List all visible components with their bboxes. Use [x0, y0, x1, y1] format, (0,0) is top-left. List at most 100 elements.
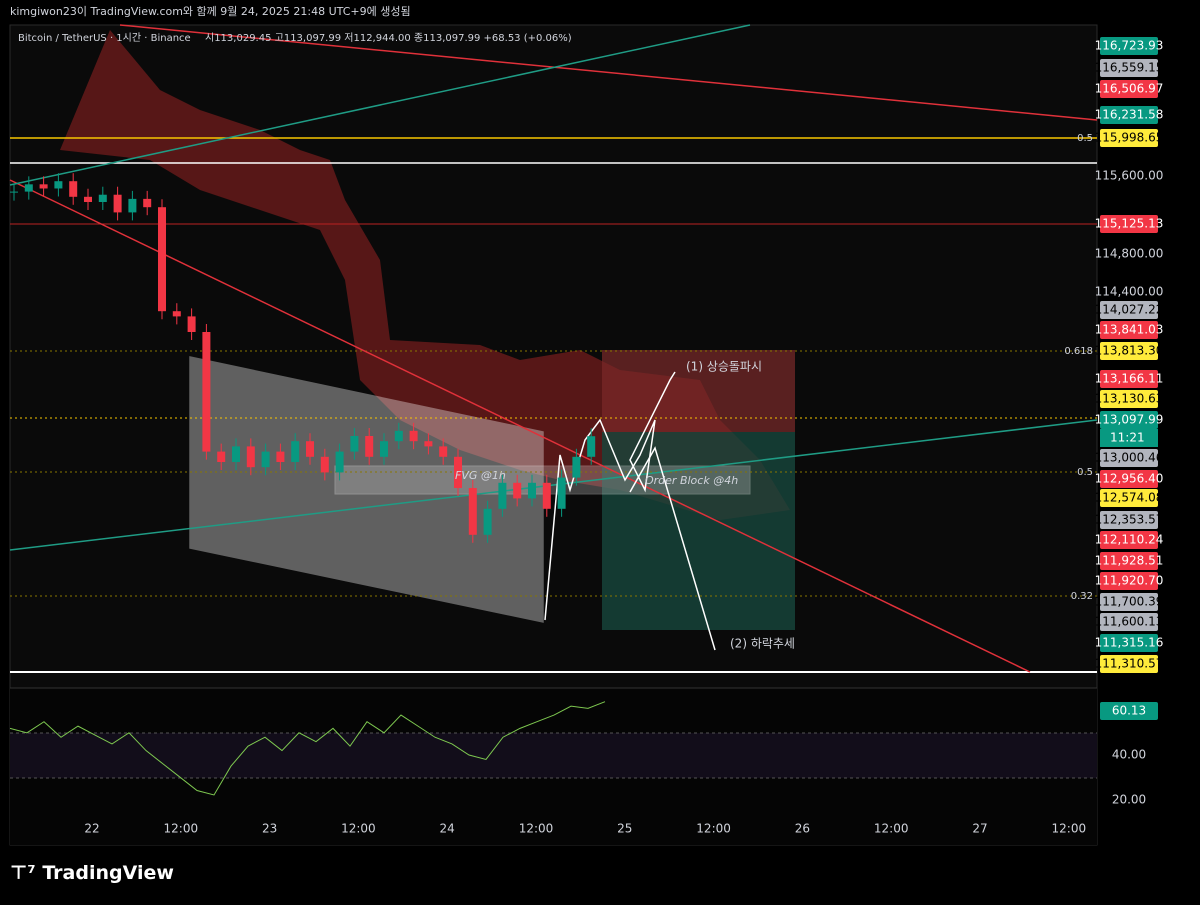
candle	[276, 451, 285, 462]
candle	[84, 196, 92, 202]
candle	[172, 311, 181, 317]
annotation: FVG @1h	[455, 469, 506, 482]
time-label: 12:00	[874, 822, 909, 836]
scenario-up	[544, 371, 676, 621]
price-label: 113,813.30	[1095, 344, 1164, 358]
price-tag	[1100, 613, 1158, 631]
price-tag	[1100, 655, 1158, 673]
price-tag	[1100, 531, 1158, 549]
candle	[24, 184, 33, 192]
candle	[202, 332, 211, 452]
symbol: Bitcoin / TetherUS · 1시간 · Binance	[18, 32, 191, 44]
price-tag	[1100, 634, 1158, 652]
candle	[483, 508, 492, 535]
price-label: 113,097.99	[1095, 413, 1164, 427]
trend-line	[9, 24, 751, 186]
price-tag	[1100, 342, 1158, 360]
candle	[572, 456, 581, 478]
price-label: 115,998.65	[1095, 131, 1164, 145]
price-tag	[1100, 106, 1158, 124]
trend-line	[9, 179, 1031, 673]
price-label: 111,700.39	[1095, 595, 1164, 609]
candle	[587, 436, 596, 457]
annotation: (1) 상승돌파시	[686, 360, 762, 374]
price-label: 20.00	[1112, 793, 1146, 807]
candle	[542, 482, 551, 509]
price-axis: 116,723.93 116,559.15 116,506.97 116,231.58…	[1095, 37, 1164, 673]
candle	[291, 441, 300, 462]
logo: ⊤⁷	[10, 862, 42, 884]
price-label: 111,920.70	[1095, 574, 1164, 588]
candle	[69, 181, 78, 197]
time-label: 12:00	[341, 822, 376, 836]
annotation: Order Block @4h	[645, 474, 738, 487]
fib-label: 0.618	[1064, 346, 1093, 357]
price-tag	[1100, 511, 1158, 529]
candle	[54, 181, 63, 189]
price-label: 40.00	[1112, 748, 1146, 762]
channel	[189, 356, 544, 623]
time-axis: 22 12:00 23 12:00 24 12:00 25 12:00 26 12:00 27 12:…	[84, 822, 1086, 836]
price-label: 112,353.57	[1095, 513, 1164, 527]
time-label: 12:00	[696, 822, 731, 836]
price-tag	[1100, 489, 1158, 507]
candle	[380, 441, 388, 457]
price-label: 113,000.46	[1095, 451, 1164, 465]
fib-label: 0.5	[1077, 467, 1093, 478]
price-tag	[1100, 449, 1158, 467]
countdown-tag	[1100, 429, 1158, 447]
price-tag	[1100, 572, 1158, 590]
price-tag	[1100, 593, 1158, 611]
candle	[246, 446, 255, 468]
candle	[158, 207, 166, 312]
price-label: 111,928.51	[1095, 554, 1164, 568]
price-tag	[1100, 470, 1158, 488]
price-label: 112,956.40	[1095, 472, 1164, 486]
time-label: 25	[617, 822, 632, 836]
price-label: 111,315.16	[1095, 636, 1164, 650]
candle	[557, 477, 566, 509]
price-label: 111,600.13	[1095, 615, 1164, 629]
stop-zone	[602, 350, 795, 432]
candle	[187, 316, 196, 332]
candle	[10, 191, 18, 193]
price-tag	[1100, 390, 1158, 408]
price-tag	[1100, 301, 1158, 319]
price-tag	[1100, 129, 1158, 147]
price-label: 113,166.11	[1095, 372, 1164, 386]
time-label: 12:00	[164, 822, 199, 836]
candle	[513, 482, 522, 499]
candle	[350, 436, 359, 452]
candle	[528, 482, 536, 499]
time-label: 22	[84, 822, 99, 836]
fib-label: 0.5	[1077, 133, 1093, 144]
time-label: 26	[795, 822, 810, 836]
time-label: 12:00	[519, 822, 554, 836]
candle	[335, 451, 344, 473]
price-tag	[1100, 321, 1158, 339]
price-tag	[1100, 80, 1158, 98]
candle	[143, 198, 152, 208]
candle	[498, 482, 507, 509]
order-block	[334, 465, 751, 495]
price-tag	[1100, 552, 1158, 570]
rsi-line	[9, 701, 606, 796]
candle	[468, 488, 477, 535]
candle	[394, 430, 403, 442]
annotation: (2) 하락추세	[730, 637, 795, 651]
price-label: 112,110.24	[1095, 533, 1164, 547]
candle	[439, 446, 448, 457]
price-label: 113,841.03	[1095, 323, 1164, 337]
trend-line	[119, 24, 1098, 121]
time-label: 12:00	[1052, 822, 1087, 836]
price-label: 114,027.22	[1095, 303, 1164, 317]
price-tag	[1100, 215, 1158, 233]
price-label: 113,130.63	[1095, 392, 1164, 406]
candle	[261, 451, 270, 468]
candle	[409, 430, 418, 442]
price-label: 114,800.00	[1095, 247, 1164, 261]
caption: kimgiwon23이 TradingView.com와 함께 9월 24, 2…	[10, 5, 411, 18]
time-label: 27	[972, 822, 987, 836]
